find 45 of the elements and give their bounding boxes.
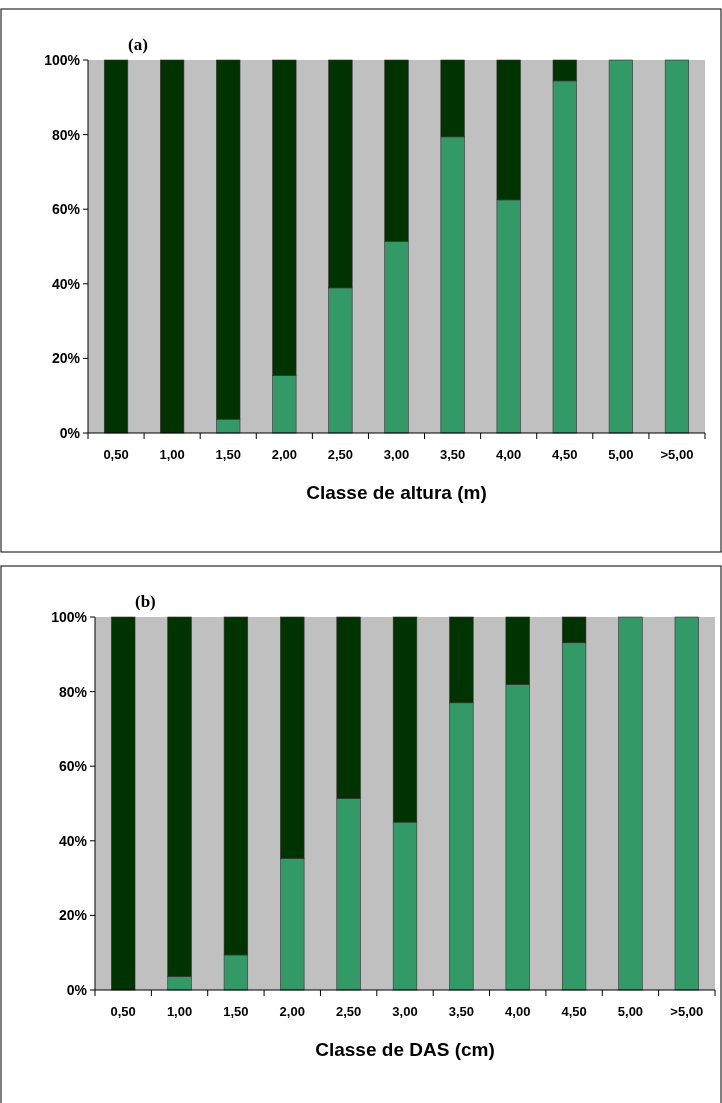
y-tick-label: 0% bbox=[59, 424, 81, 441]
y-tick-label: 100% bbox=[51, 608, 88, 625]
x-tick-label: 1,00 bbox=[166, 1004, 193, 1019]
bar bbox=[111, 616, 136, 991]
y-tick-label: 40% bbox=[51, 275, 81, 292]
x-tick-label: 3,00 bbox=[383, 447, 410, 462]
y-tick-label: 80% bbox=[51, 126, 81, 143]
bar bbox=[618, 616, 643, 991]
x-tick-label: 5,00 bbox=[617, 1004, 644, 1019]
x-tick-label: 2,00 bbox=[271, 447, 297, 462]
y-tick-label: 20% bbox=[51, 350, 81, 367]
x-tick-label: 2,00 bbox=[279, 1004, 305, 1019]
x-tick-label: >5,00 bbox=[670, 1004, 704, 1019]
bar bbox=[160, 59, 185, 434]
x-tick-label: 0,50 bbox=[103, 447, 129, 462]
x-tick-label: 4,00 bbox=[496, 447, 522, 462]
x-tick-label: 5,00 bbox=[608, 447, 634, 462]
x-tick-label: 3,50 bbox=[439, 447, 466, 462]
y-tick-label: 100% bbox=[44, 51, 81, 68]
x-axis-title: Classe de altura (m) bbox=[306, 482, 487, 503]
x-tick-label: >5,00 bbox=[660, 447, 694, 462]
bar bbox=[103, 59, 129, 434]
y-tick-label: 60% bbox=[51, 201, 81, 218]
x-tick-label: 0,50 bbox=[110, 1004, 136, 1019]
chart-title: (a) bbox=[128, 35, 148, 54]
x-axis-title: Classe de DAS (cm) bbox=[315, 1039, 495, 1060]
x-tick-label: 1,00 bbox=[159, 447, 185, 462]
x-tick-label: 4,50 bbox=[552, 447, 578, 462]
x-tick-label: 4,50 bbox=[561, 1004, 587, 1019]
bar bbox=[608, 59, 633, 434]
bar bbox=[674, 616, 699, 991]
chart-title: (b) bbox=[135, 592, 156, 611]
y-tick-label: 0% bbox=[66, 981, 88, 998]
x-tick-label: 1,50 bbox=[215, 447, 241, 462]
x-tick-label: 4,00 bbox=[505, 1004, 531, 1019]
y-tick-label: 40% bbox=[58, 832, 88, 849]
x-tick-label: 2,50 bbox=[335, 1004, 362, 1019]
x-tick-label: 2,50 bbox=[327, 447, 354, 462]
x-tick-label: 1,50 bbox=[223, 1004, 249, 1019]
y-tick-label: 20% bbox=[58, 907, 88, 924]
y-tick-label: 60% bbox=[58, 758, 88, 775]
y-tick-label: 80% bbox=[58, 683, 88, 700]
x-tick-label: 3,00 bbox=[392, 1004, 418, 1019]
bar bbox=[664, 59, 690, 434]
x-tick-label: 3,50 bbox=[448, 1004, 475, 1019]
